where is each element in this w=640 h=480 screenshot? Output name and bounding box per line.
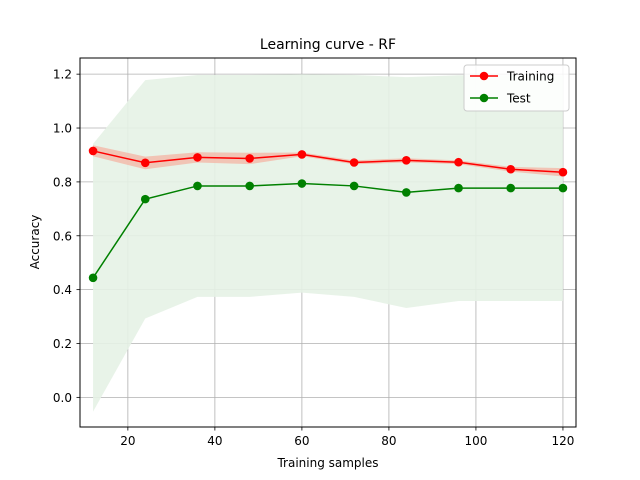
x-tick-label: 60: [294, 434, 309, 448]
training-point: [349, 158, 359, 167]
training-point: [454, 157, 463, 167]
legend-test-label: Test: [506, 92, 531, 106]
y-tick-label: 0.0: [53, 391, 72, 405]
test-point: [349, 181, 359, 191]
training-point: [402, 156, 411, 165]
x-tick-label: 100: [464, 434, 487, 448]
test-point: [454, 183, 463, 193]
y-tick-label: 1.2: [53, 68, 72, 82]
test-point: [245, 181, 254, 191]
test-line: [92, 182, 563, 279]
training-point: [506, 164, 516, 174]
x-tick-label: 20: [120, 434, 135, 448]
band-training: [93, 145, 563, 177]
training-line: [92, 150, 563, 173]
training-point: [558, 167, 568, 177]
legend: Training Test: [463, 64, 570, 112]
y-axis-ticks: 0.0 0.2 0.4 0.6 0.8 1.0 1.2: [53, 68, 80, 405]
legend-test-marker: [479, 93, 489, 103]
test-point: [193, 181, 202, 191]
y-tick-label: 0.2: [53, 337, 72, 351]
test-point: [402, 188, 411, 197]
y-axis-label: Accuracy: [28, 215, 42, 270]
legend-training-label: Training: [506, 70, 554, 84]
test-point: [140, 194, 150, 204]
x-axis-label: Training samples: [276, 456, 378, 470]
test-point: [506, 183, 516, 193]
x-tick-label: 80: [381, 434, 396, 448]
training-point: [245, 154, 254, 163]
series-lines: [92, 150, 563, 279]
training-point: [140, 158, 150, 168]
training-point: [193, 153, 202, 162]
y-tick-label: 1.0: [53, 122, 72, 136]
x-tick-label: 40: [207, 434, 222, 448]
test-point: [297, 179, 307, 188]
series-points: [88, 146, 568, 283]
confidence-bands: [93, 74, 563, 412]
chart-title: Learning curve - RF: [260, 37, 396, 53]
legend-training-marker: [479, 71, 489, 81]
band-test: [93, 74, 563, 412]
plot-area-frame: [79, 57, 577, 428]
y-tick-label: 0.6: [53, 229, 72, 243]
y-tick-label: 0.4: [53, 283, 72, 297]
x-axis-ticks: 20 40 60 80 100 120: [120, 427, 574, 448]
x-tick-label: 120: [551, 434, 574, 448]
training-point: [88, 146, 98, 156]
test-point: [558, 183, 568, 193]
y-tick-label: 0.8: [53, 175, 72, 189]
training-point: [297, 150, 307, 159]
test-point: [88, 273, 98, 283]
